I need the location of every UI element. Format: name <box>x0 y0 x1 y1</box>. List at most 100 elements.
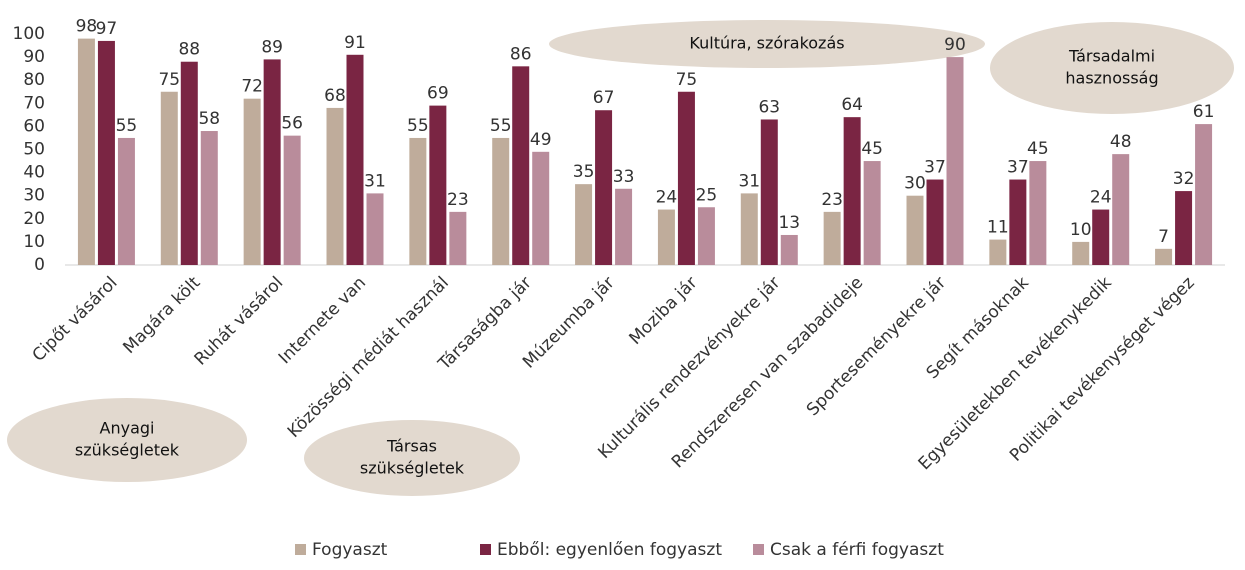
bar <box>595 110 613 265</box>
data-label: 48 <box>1110 132 1132 152</box>
data-label: 23 <box>821 190 843 210</box>
data-label: 13 <box>778 213 800 233</box>
data-label: 63 <box>758 97 780 117</box>
data-label: 86 <box>510 44 532 64</box>
data-label: 88 <box>178 40 200 60</box>
legend-swatch <box>295 544 306 555</box>
data-label: 55 <box>407 116 429 136</box>
x-tick-label: Moziba jár <box>626 273 702 349</box>
annotation-ellipse <box>990 22 1234 114</box>
bar <box>657 209 675 265</box>
data-label: 24 <box>1090 188 1112 208</box>
x-tick-label: Ruhát vásárol <box>191 273 288 370</box>
bar <box>1072 241 1090 265</box>
data-label: 98 <box>76 17 98 37</box>
bar <box>532 151 550 265</box>
y-tick-label: 70 <box>23 93 45 113</box>
data-label: 31 <box>738 171 760 191</box>
data-label: 72 <box>241 77 263 97</box>
data-label: 49 <box>530 130 552 150</box>
bar <box>1175 191 1193 265</box>
y-tick-label: 0 <box>34 255 45 275</box>
y-tick-label: 90 <box>23 47 45 67</box>
x-tick-label: Cipőt vásárol <box>29 273 122 366</box>
annotation-text: hasznosság <box>1065 69 1158 88</box>
x-tick-label: Közösségi médiát használ <box>284 273 453 442</box>
y-tick-label: 20 <box>23 209 45 229</box>
bar <box>760 119 778 265</box>
bar <box>512 66 530 265</box>
x-tick-label: Sporteseményekre jár <box>803 273 950 420</box>
annotation-text: Társas <box>386 437 437 456</box>
y-tick-label: 40 <box>23 163 45 183</box>
legend-swatch <box>480 544 491 555</box>
annotation-text: Társadalmi <box>1068 47 1155 66</box>
bar <box>843 117 861 265</box>
bar <box>283 135 301 265</box>
bar <box>263 59 281 265</box>
data-label: 24 <box>656 188 678 208</box>
bar <box>823 211 841 265</box>
data-label: 55 <box>116 116 138 136</box>
legend-label: Csak a férfi fogyaszt <box>770 540 944 560</box>
data-label: 58 <box>198 109 220 129</box>
y-tick-label: 80 <box>23 70 45 90</box>
data-label: 69 <box>427 84 449 104</box>
bar <box>409 137 427 265</box>
data-label: 32 <box>1173 169 1195 189</box>
data-label: 23 <box>447 190 469 210</box>
bar <box>346 54 364 265</box>
x-tick-label: Kulturális rendezvényekre jár <box>594 273 784 463</box>
bar <box>1092 209 1110 265</box>
bar <box>1155 248 1173 265</box>
bar <box>366 193 384 265</box>
annotation-ellipse <box>304 420 520 496</box>
bar <box>97 40 115 266</box>
bar <box>77 38 95 266</box>
annotation-text: szükségletek <box>360 459 465 478</box>
legend-label: Fogyaszt <box>312 540 388 560</box>
data-label: 90 <box>944 35 966 55</box>
data-label: 30 <box>904 174 926 194</box>
bar <box>575 184 593 265</box>
data-label: 31 <box>364 171 386 191</box>
data-label: 91 <box>344 33 366 53</box>
data-label: 45 <box>861 139 883 159</box>
annotation-text: Kultúra, szórakozás <box>689 34 844 53</box>
data-label: 7 <box>1158 227 1169 247</box>
bar <box>1195 124 1213 265</box>
bar <box>926 179 944 265</box>
y-tick-label: 10 <box>23 232 45 252</box>
data-label: 35 <box>573 162 595 182</box>
data-label: 33 <box>613 167 635 187</box>
legend-swatch <box>753 544 764 555</box>
bar <box>697 207 715 265</box>
y-tick-label: 30 <box>23 186 45 206</box>
data-label: 56 <box>281 114 303 134</box>
annotation-text: Anyagi <box>100 419 155 438</box>
annotation-ellipse <box>7 398 247 482</box>
y-tick-label: 100 <box>13 24 45 44</box>
annotation-text: szükségletek <box>75 441 180 460</box>
bar <box>989 239 1007 265</box>
data-label: 10 <box>1070 220 1092 240</box>
data-label: 64 <box>841 95 863 115</box>
bar <box>326 107 344 265</box>
bar <box>1029 161 1047 265</box>
y-tick-label: 50 <box>23 140 45 160</box>
bar <box>780 234 798 265</box>
data-label: 97 <box>96 19 118 39</box>
bar <box>677 91 695 265</box>
bar <box>200 131 218 265</box>
data-label: 37 <box>1007 158 1029 178</box>
bar <box>492 137 510 265</box>
data-label: 75 <box>158 70 180 90</box>
bar <box>180 61 198 265</box>
data-label: 89 <box>261 37 283 57</box>
annotation-ellipse <box>549 20 985 68</box>
bar <box>1112 154 1130 265</box>
bar <box>243 98 261 266</box>
bar <box>906 195 924 265</box>
bar <box>117 137 135 265</box>
